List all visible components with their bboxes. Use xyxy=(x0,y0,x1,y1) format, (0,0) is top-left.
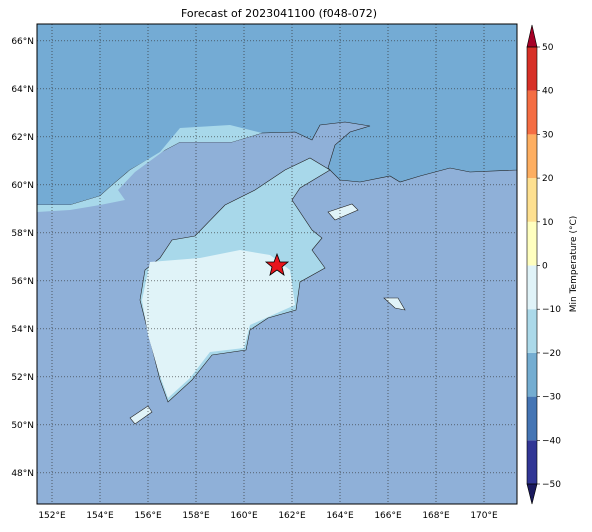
colorbar-label: Min Temperature (°C) xyxy=(569,216,579,313)
colorbar-tick-label: 50 xyxy=(542,43,554,53)
location-marker xyxy=(264,252,290,276)
lat-tick-label: 54°N xyxy=(11,325,34,335)
lat-tick-label: 50°N xyxy=(11,421,34,431)
colorbar-tick-label: 30 xyxy=(542,130,554,140)
colorbar-tick-label: 20 xyxy=(542,174,554,184)
lat-tick-label: 48°N xyxy=(11,469,34,479)
island xyxy=(383,297,406,311)
colorbar-tick-label: 10 xyxy=(542,218,554,228)
colorbar-tick-label: −10 xyxy=(542,305,561,315)
lat-tick-label: 64°N xyxy=(11,85,34,95)
lat-tick-label: 56°N xyxy=(11,277,34,287)
map-title: Forecast of 2023041100 (f048-072) xyxy=(181,7,377,20)
colorbar-band xyxy=(527,440,537,484)
graticule xyxy=(37,24,517,504)
map-area xyxy=(36,23,518,505)
colorbar-band xyxy=(527,221,537,266)
colorbar-band xyxy=(527,265,537,310)
lon-tick-label: 162°E xyxy=(278,511,306,521)
colorbar-tick-label: 40 xyxy=(542,87,554,97)
colorbar-band xyxy=(527,90,537,135)
colorbar-tick-label: −20 xyxy=(542,349,561,359)
lon-tick-label: 170°E xyxy=(470,511,498,521)
colorbar-band xyxy=(527,178,537,222)
colorbar-band xyxy=(527,309,537,353)
lat-tick-label: 60°N xyxy=(11,181,34,191)
colorbar-band xyxy=(527,396,537,441)
lon-tick-label: 158°E xyxy=(182,511,210,521)
colorbar-tick-label: 0 xyxy=(542,262,548,272)
lon-tick-label: 168°E xyxy=(422,511,450,521)
island xyxy=(327,203,359,221)
lon-tick-label: 160°E xyxy=(230,511,258,521)
island xyxy=(129,405,153,425)
colorbar xyxy=(526,24,540,505)
lat-tick-label: 66°N xyxy=(11,37,34,47)
lon-tick-label: 166°E xyxy=(374,511,402,521)
colorbar-tick-label: −30 xyxy=(542,393,561,403)
lat-tick-label: 52°N xyxy=(11,373,34,383)
lon-tick-label: 156°E xyxy=(134,511,162,521)
lat-tick-label: 58°N xyxy=(11,229,34,239)
colorbar-band xyxy=(527,47,537,91)
colorbar-over xyxy=(526,24,538,48)
colorbar-tick-label: −40 xyxy=(542,436,561,446)
coastal-band xyxy=(37,125,262,212)
colorbar-band xyxy=(527,134,537,179)
kamchatka-interior xyxy=(142,250,295,398)
map-frame xyxy=(36,23,518,505)
colorbar-under xyxy=(526,483,538,505)
colorbar-tick-label: −50 xyxy=(542,480,561,490)
lon-tick-label: 164°E xyxy=(326,511,354,521)
colorbar-band xyxy=(527,352,537,397)
lon-tick-label: 152°E xyxy=(38,511,66,521)
lon-tick-label: 154°E xyxy=(86,511,114,521)
lat-tick-label: 62°N xyxy=(11,133,34,143)
